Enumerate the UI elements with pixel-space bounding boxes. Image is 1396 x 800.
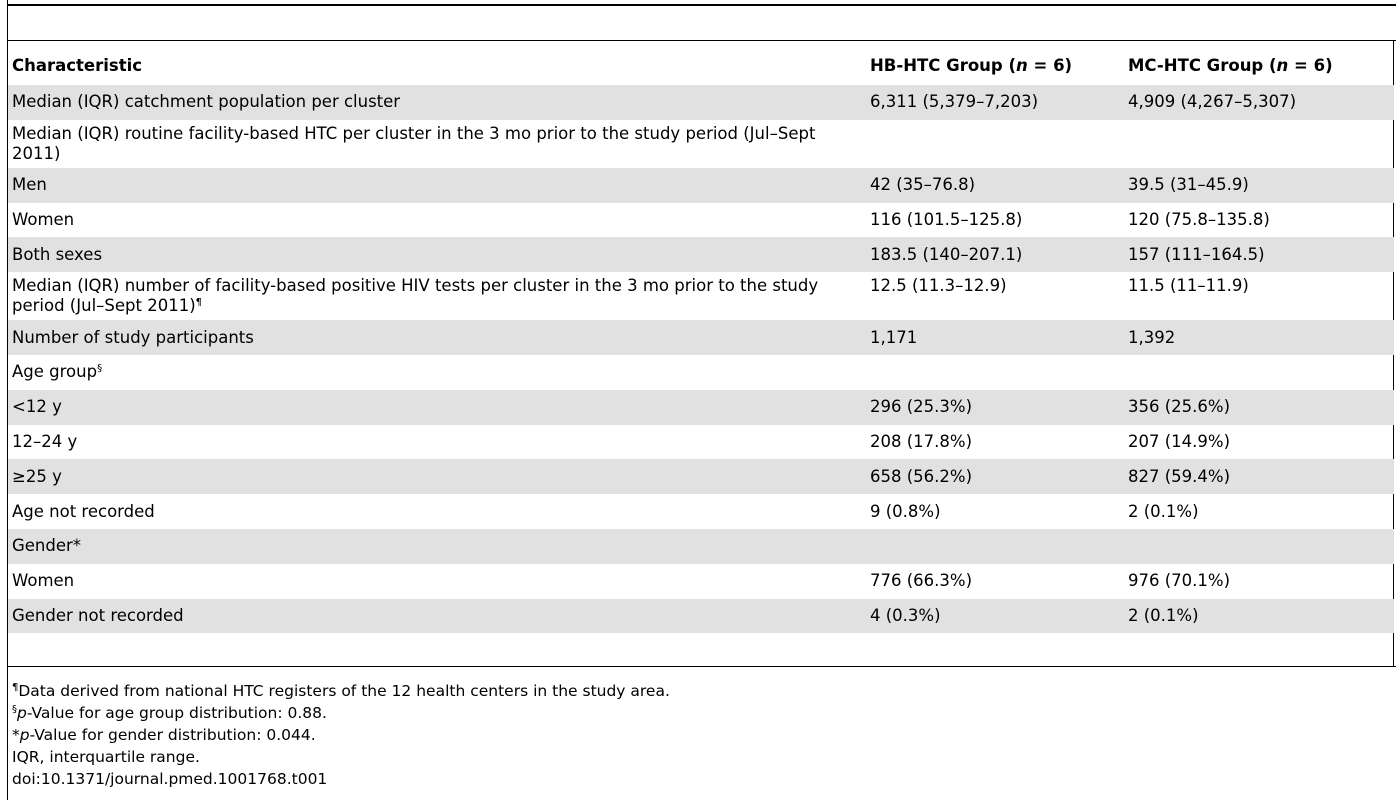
table-row: Women 776 (66.3%) 976 (70.1%) bbox=[8, 564, 1394, 599]
table-header-row: Characteristic HB-HTC Group (n = 6) MC-H… bbox=[8, 47, 1394, 85]
header-mc-htc: MC-HTC Group (n = 6) bbox=[1124, 47, 1394, 85]
hb-value: 6,311 (5,379–7,203) bbox=[866, 85, 1124, 120]
footnote-mark: § bbox=[12, 704, 17, 715]
row-label: Median (IQR) routine facility-based HTC … bbox=[12, 123, 816, 163]
table-row: <12 y 296 (25.3%) 356 (25.6%) bbox=[8, 389, 1394, 425]
header-characteristic: Characteristic bbox=[12, 56, 143, 75]
hb-value: 116 (101.5–125.8) bbox=[870, 209, 1023, 229]
table-row: Median (IQR) routine facility-based HTC … bbox=[8, 120, 1394, 168]
mc-value: 356 (25.6%) bbox=[1124, 389, 1394, 425]
header-top-rule bbox=[8, 40, 1396, 41]
table-row: ≥25 y 658 (56.2%) 827 (59.4%) bbox=[8, 459, 1394, 495]
table-row: Both sexes 183.5 (140–207.1) 157 (111–16… bbox=[8, 237, 1394, 273]
table-bottom-rule bbox=[8, 666, 1396, 667]
footnote-text: Data derived from national HTC registers… bbox=[18, 682, 670, 700]
header-mc-prefix: MC-HTC Group ( bbox=[1128, 56, 1277, 75]
row-label: Median (IQR) catchment population per cl… bbox=[8, 85, 866, 120]
hb-value: 183.5 (140–207.1) bbox=[866, 237, 1124, 273]
row-label: <12 y bbox=[8, 389, 866, 425]
footnote-mark: § bbox=[97, 363, 103, 375]
mc-value: 827 (59.4%) bbox=[1124, 459, 1394, 495]
row-label: Age group§ bbox=[8, 355, 866, 390]
footnote-mark: ¶ bbox=[12, 682, 19, 693]
mc-value: 2 (0.1%) bbox=[1124, 598, 1394, 634]
hb-value: 4 (0.3%) bbox=[866, 598, 1124, 634]
mc-value: 157 (111–164.5) bbox=[1124, 237, 1394, 273]
footnote-age-p: §p-Value for age group distribution: 0.8… bbox=[12, 702, 1382, 724]
header-mc-n: n bbox=[1276, 56, 1289, 75]
table-row: Median (IQR) catchment population per cl… bbox=[8, 85, 1394, 120]
header-hb-htc: HB-HTC Group (n = 6) bbox=[866, 47, 1124, 85]
table-row: Age not recorded 9 (0.8%) 2 (0.1%) bbox=[8, 494, 1394, 529]
footnote-p: p bbox=[19, 726, 30, 744]
footnote-iqr: IQR, interquartile range. bbox=[12, 748, 200, 766]
table-left-border bbox=[7, 0, 8, 800]
hb-value: 658 (56.2%) bbox=[866, 459, 1124, 495]
footnote-text: -Value for age group distribution: 0.88. bbox=[26, 704, 327, 722]
hb-value bbox=[866, 528, 1124, 564]
footnote-gender-p: *p-Value for gender distribution: 0.044. bbox=[12, 724, 1382, 746]
hb-value: 296 (25.3%) bbox=[866, 389, 1124, 425]
row-label: Men bbox=[8, 167, 866, 203]
hb-value: 42 (35–76.8) bbox=[866, 167, 1124, 203]
table-row: Number of study participants 1,171 1,392 bbox=[8, 320, 1394, 355]
row-label: Median (IQR) number of facility-based po… bbox=[8, 272, 866, 320]
footnote-p: p bbox=[17, 704, 27, 722]
mc-value bbox=[1124, 120, 1394, 168]
table-footnotes: ¶Data derived from national HTC register… bbox=[12, 680, 1382, 790]
mc-value: 2 (0.1%) bbox=[1128, 501, 1199, 521]
row-label-text: Median (IQR) number of facility-based po… bbox=[12, 276, 819, 316]
hb-value bbox=[866, 120, 1124, 168]
mc-value bbox=[1124, 355, 1394, 390]
hb-value: 208 (17.8%) bbox=[870, 431, 973, 451]
row-label: Gender not recorded bbox=[8, 598, 866, 634]
table-top-rule bbox=[8, 4, 1396, 6]
row-label: Age not recorded bbox=[12, 501, 155, 521]
hb-value bbox=[866, 355, 1124, 390]
row-label: Gender* bbox=[8, 528, 866, 564]
row-label: Women bbox=[12, 571, 75, 591]
characteristics-table: Characteristic HB-HTC Group (n = 6) MC-H… bbox=[8, 47, 1394, 634]
footnote-mark: ¶ bbox=[195, 297, 203, 309]
hb-value: 9 (0.8%) bbox=[870, 501, 941, 521]
mc-value: 1,392 bbox=[1124, 320, 1394, 355]
table-row: 12–24 y 208 (17.8%) 207 (14.9%) bbox=[8, 425, 1394, 460]
mc-value: 39.5 (31–45.9) bbox=[1124, 167, 1394, 203]
mc-value: 207 (14.9%) bbox=[1128, 431, 1231, 451]
footnote-mark: * bbox=[12, 726, 20, 744]
row-label-text: Age group bbox=[12, 362, 98, 382]
mc-value bbox=[1124, 528, 1394, 564]
row-label: Number of study participants bbox=[8, 320, 866, 355]
table-row: Median (IQR) number of facility-based po… bbox=[8, 272, 1394, 320]
table-row: Gender* bbox=[8, 528, 1394, 564]
mc-value: 11.5 (11–11.9) bbox=[1128, 276, 1249, 296]
mc-value: 4,909 (4,267–5,307) bbox=[1124, 85, 1394, 120]
row-label: Women bbox=[12, 209, 75, 229]
table-row: Men 42 (35–76.8) 39.5 (31–45.9) bbox=[8, 167, 1394, 203]
header-mc-suffix: = 6) bbox=[1288, 56, 1333, 75]
table-row: Age group§ bbox=[8, 355, 1394, 390]
header-hb-n: n bbox=[1016, 56, 1028, 75]
footnote-data-source: ¶Data derived from national HTC register… bbox=[12, 680, 1382, 702]
table-row: Gender not recorded 4 (0.3%) 2 (0.1%) bbox=[8, 598, 1394, 634]
row-label: 12–24 y bbox=[12, 431, 78, 451]
header-hb-prefix: HB-HTC Group ( bbox=[870, 56, 1017, 75]
doi-link[interactable]: doi:10.1371/journal.pmed.1001768.t001 bbox=[12, 770, 328, 788]
footnote-text: -Value for gender distribution: 0.044. bbox=[29, 726, 316, 744]
header-hb-suffix: = 6) bbox=[1027, 56, 1073, 75]
row-label: ≥25 y bbox=[8, 459, 866, 495]
table-row: Women 116 (101.5–125.8) 120 (75.8–135.8) bbox=[8, 203, 1394, 238]
row-label: Both sexes bbox=[8, 237, 866, 273]
hb-value: 12.5 (11.3–12.9) bbox=[870, 276, 1007, 296]
mc-value: 976 (70.1%) bbox=[1128, 571, 1231, 591]
hb-value: 1,171 bbox=[866, 320, 1124, 355]
hb-value: 776 (66.3%) bbox=[870, 571, 973, 591]
mc-value: 120 (75.8–135.8) bbox=[1128, 209, 1270, 229]
